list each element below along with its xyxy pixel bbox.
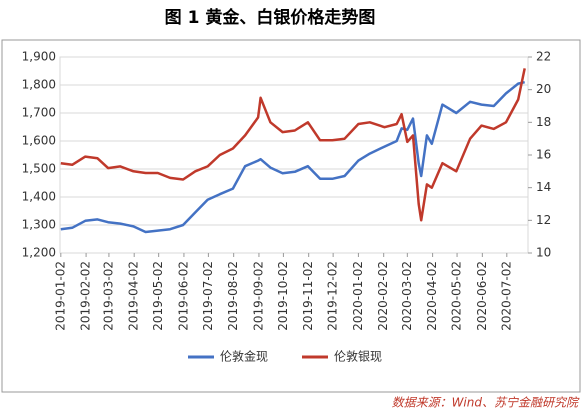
y-tick-label: 1,300 <box>22 218 56 232</box>
series-line <box>60 80 525 234</box>
y2-tick-label: 10 <box>536 246 551 260</box>
x-tick-label: 2020-03-02 <box>400 261 414 331</box>
x-tick-label: 2019-07-02 <box>201 261 215 331</box>
y2-tick-label: 16 <box>536 148 551 162</box>
y-tick-label: 1,900 <box>22 50 56 64</box>
x-tick-label: 2019-02-02 <box>79 261 93 331</box>
y-tick-label: 1,800 <box>22 78 56 92</box>
x-tick-label: 2020-04-02 <box>425 261 439 331</box>
x-tick-label: 2019-04-02 <box>127 261 141 331</box>
y-tick-label: 1,400 <box>22 190 56 204</box>
plot-area <box>59 56 529 254</box>
y2-tick-label: 22 <box>536 50 551 64</box>
x-tick-label: 2019-10-02 <box>276 261 290 331</box>
x-tick-label: 2020-01-02 <box>351 261 365 331</box>
x-tick-label: 2020-05-02 <box>450 261 464 331</box>
legend-label: 伦敦金现 <box>220 349 268 364</box>
x-tick-label: 2019-05-02 <box>151 261 165 331</box>
series-line <box>60 68 526 222</box>
y2-tick-label: 20 <box>536 82 551 96</box>
x-tick-label: 2019-12-02 <box>326 261 340 331</box>
chart-border <box>1 39 581 393</box>
y-tick-label: 1,500 <box>22 162 56 176</box>
x-tick-label: 2019-08-02 <box>226 261 240 331</box>
x-tick-label: 2019-11-02 <box>301 261 315 331</box>
y2-tick-label: 14 <box>536 180 551 194</box>
y2-tick-label: 12 <box>536 213 551 227</box>
x-tick-label: 2020-06-02 <box>475 261 489 331</box>
x-tick-label: 2020-02-02 <box>376 261 390 331</box>
y-tick-label: 1,700 <box>22 106 56 120</box>
x-tick-label: 2019-01-02 <box>53 261 67 331</box>
y-tick-label: 1,200 <box>22 246 56 260</box>
x-tick-label: 2019-06-02 <box>176 261 190 331</box>
x-tick-label: 2019-09-02 <box>251 261 265 331</box>
x-tick-label: 2020-07-02 <box>499 261 513 331</box>
y-tick-label: 1,600 <box>22 134 56 148</box>
y2-tick-label: 18 <box>536 115 551 129</box>
source: 数据来源：Wind、苏宁金融研究院 <box>392 396 580 410</box>
x-tick-label: 2019-03-02 <box>101 261 115 331</box>
chart-title: 图 1 黄金、白银价格走势图 <box>165 7 376 28</box>
legend-label: 伦敦银现 <box>334 349 382 364</box>
